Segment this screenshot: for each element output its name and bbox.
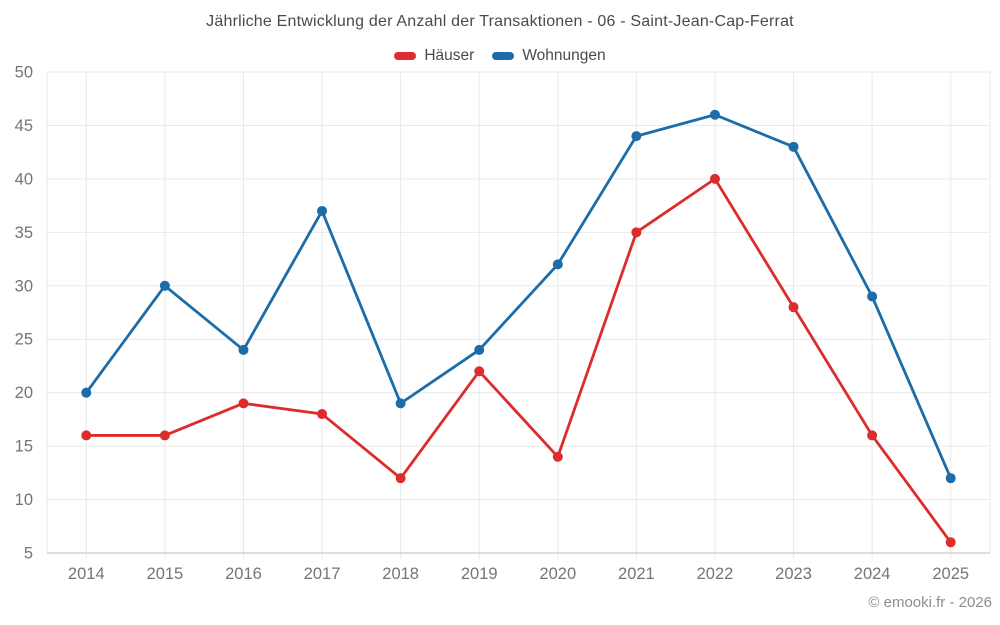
series-point-h-user[interactable]: [552, 451, 563, 462]
legend-swatch-haeuser-icon: [394, 52, 417, 60]
legend-item-haeuser[interactable]: Häuser: [394, 47, 474, 65]
series-point-h-user[interactable]: [317, 409, 328, 420]
series-point-h-user[interactable]: [709, 173, 720, 184]
series-point-wohnungen[interactable]: [474, 344, 485, 355]
y-tick-label: 45: [15, 117, 33, 135]
series-point-wohnungen[interactable]: [395, 398, 406, 409]
series-point-h-user[interactable]: [238, 398, 249, 409]
series-point-wohnungen[interactable]: [238, 344, 249, 355]
series-point-h-user[interactable]: [159, 430, 170, 441]
series-point-h-user[interactable]: [474, 366, 485, 377]
series-point-wohnungen[interactable]: [709, 109, 720, 120]
series-point-wohnungen[interactable]: [788, 141, 799, 152]
series-point-wohnungen[interactable]: [81, 387, 92, 398]
series-point-h-user[interactable]: [867, 430, 878, 441]
series-line-wohnungen: [84, 113, 953, 480]
chart-title: Jährliche Entwicklung der Anzahl der Tra…: [206, 13, 794, 30]
series-point-h-user[interactable]: [81, 430, 92, 441]
x-tick-label: 2021: [618, 565, 655, 583]
series-point-wohnungen[interactable]: [317, 205, 328, 216]
series-line-h-user: [84, 177, 953, 544]
chart-footer-credit: © emooki.fr - 2026: [868, 594, 992, 611]
y-tick-label: 35: [15, 224, 33, 242]
x-tick-label: 2017: [304, 565, 341, 583]
series-point-h-user[interactable]: [631, 227, 642, 238]
legend-swatch-wohnungen-icon: [492, 52, 515, 60]
x-tick-label: 2018: [382, 565, 419, 583]
y-tick-label: 10: [15, 491, 33, 509]
series-point-h-user[interactable]: [395, 473, 406, 484]
y-tick-label: 5: [24, 545, 33, 563]
x-tick-label: 2015: [147, 565, 184, 583]
y-tick-label: 40: [15, 170, 33, 188]
y-tick-label: 20: [15, 384, 33, 402]
y-tick-label: 15: [15, 438, 33, 456]
series-point-wohnungen[interactable]: [867, 291, 878, 302]
x-tick-label: 2020: [539, 565, 576, 583]
legend-label-wohnungen: Wohnungen: [522, 47, 606, 64]
y-tick-label: 30: [15, 277, 33, 295]
x-tick-label: 2016: [225, 565, 262, 583]
y-tick-label: 50: [15, 64, 33, 82]
x-tick-label: 2019: [461, 565, 498, 583]
legend-label-haeuser: Häuser: [424, 47, 475, 64]
series-point-wohnungen[interactable]: [159, 280, 170, 291]
x-tick-label: 2025: [932, 565, 969, 583]
x-tick-label: 2014: [68, 565, 105, 583]
series-point-h-user[interactable]: [788, 302, 799, 313]
series-point-wohnungen[interactable]: [631, 131, 642, 142]
series-point-wohnungen[interactable]: [552, 259, 563, 270]
series-point-h-user[interactable]: [945, 537, 956, 548]
chart-legend: Häuser Wohnungen: [0, 47, 1000, 65]
x-tick-label: 2023: [775, 565, 812, 583]
y-tick-label: 25: [15, 331, 33, 349]
series-point-wohnungen[interactable]: [945, 473, 956, 484]
x-tick-label: 2022: [697, 565, 734, 583]
x-tick-label: 2024: [854, 565, 891, 583]
legend-item-wohnungen[interactable]: Wohnungen: [492, 47, 606, 65]
